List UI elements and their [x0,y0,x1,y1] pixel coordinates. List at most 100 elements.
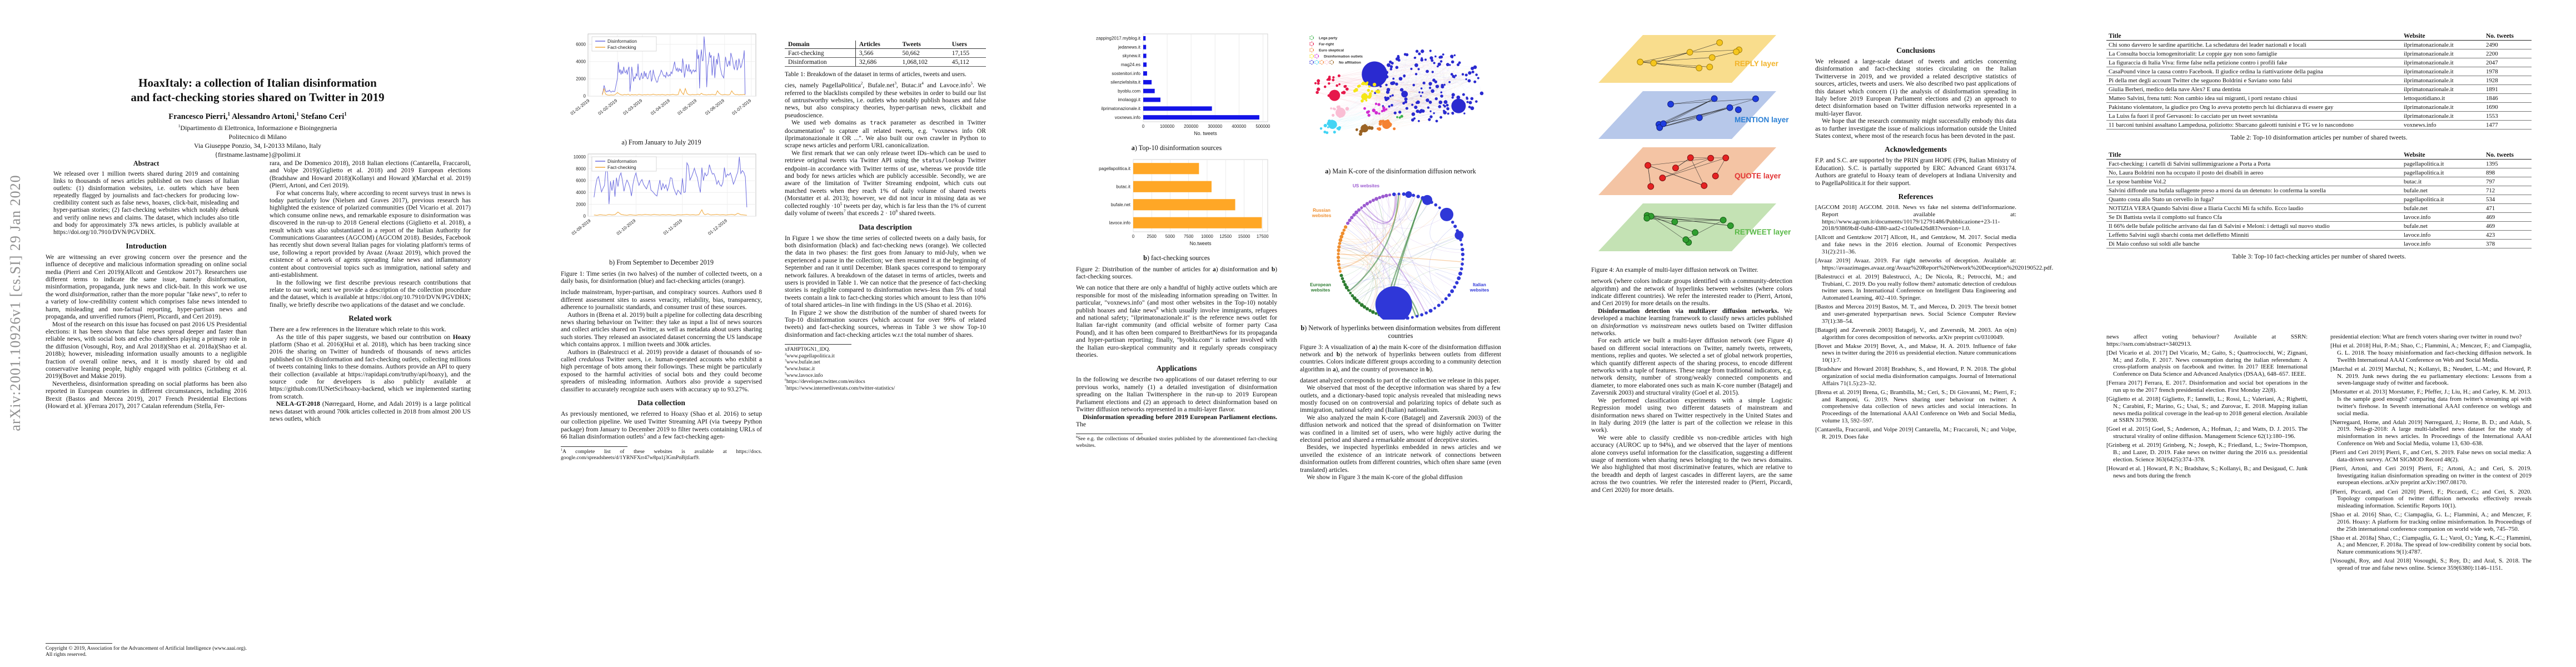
related-paragraph: Authors in (Brena et al. 2019) built a p… [561,311,762,349]
related-paragraph: As the title of this paper suggests, we … [270,333,471,400]
svg-text:Disinformation: Disinformation [607,38,637,44]
references-heading: References [1898,192,1934,201]
description-paragraph: In Figure 2 we show the distribution of … [785,308,986,339]
table-row: Se Di Battista svela il complotto sul fr… [2106,212,2532,222]
applications-paragraph: dataset analyzed corresponds to part of … [1300,376,1501,384]
column-header: Website [2401,151,2484,160]
svg-text:17500: 17500 [1257,234,1269,239]
table-row: Le spose bambine Vol.2 butac.it 797 [2106,177,2532,186]
svg-text:12500: 12500 [1219,234,1232,239]
copyright-footnote: Copyright © 2019, Association for the Ad… [46,643,247,658]
description-paragraph: In Figure 1 we show the time series of c… [785,234,986,309]
introduction-heading: Introduction [126,241,167,250]
table1-caption: Table 1: Breakdown of the dataset in ter… [785,71,966,78]
svg-text:100000: 100000 [1160,124,1175,129]
reference-entry: [Shao et al. 2016] Shao, C.; Ciampaglia,… [2330,511,2532,532]
svg-text:No. tweets: No. tweets [1194,131,1217,136]
table-row: La Consulta boccia lomogenitorialit: Le … [2106,49,2532,58]
paper-title: HoaxItaly: a collection of Italian disin… [56,76,460,104]
table-row: Pi della met degli account Twitter che s… [2106,76,2532,85]
svg-text:0: 0 [1132,234,1135,239]
svg-text:01-03-2019: 01-03-2019 [622,98,643,116]
collection-paragraph: cies, namely PagellaPolitica2, Bufale.ne… [785,81,986,119]
reference-entry: [Bastos and Mercea 2019] Bastos, M. T., … [1815,303,2016,325]
reference-entry: [Giglietto et al. 2018] Giglietto, F.; I… [2106,396,2308,424]
column-header: Articles [855,41,899,49]
reference-entry: news affect voting behaviour? Available … [2106,334,2308,347]
reference-entry: [Morstatter et al. 2013] Morstatter, F.;… [2330,389,2532,417]
figure3a-subcaption: a) Main K-core of the disinformation dif… [1325,167,1476,175]
svg-text:2000: 2000 [576,202,586,207]
svg-text:bufale.net: bufale.net [1111,202,1131,207]
svg-text:6000: 6000 [576,178,586,183]
table-row: Salvini diffonde una bufala sullagente p… [2106,186,2532,195]
reference-entry: [Bradshaw and Howard 2018] Bradshaw, S.,… [1815,366,2016,387]
figure2-caption: Figure 2: Distribution of the number of … [1076,266,1277,281]
footnote-line: 3www.bufale.net [785,359,820,366]
reference-entry: [AGCOM 2018] AGCOM. 2018. News vs fake n… [1815,204,2016,232]
svg-text:pagellapolitica.it: pagellapolitica.it [1099,166,1131,171]
conclusions-paragraph: We hope that the research community migh… [1815,117,2016,140]
column-header: Tweets [899,41,949,49]
related-work-heading: Related work [348,314,392,323]
acknowledgements-paragraph: F.P. and S.C. are supported by the PRIN … [1815,157,2016,187]
table-row: La Luiss fa fuori il prof Gervasoni: Io … [2106,111,2532,121]
page5-column1: news affect voting behaviour? Available … [2106,334,2308,481]
data-description-heading: Data description [859,222,912,231]
authors: Francesco Pierri,1 Alessandro Artoni,1 S… [168,111,347,121]
paper-title-line1: HoaxItaly: a collection of Italian disin… [138,76,377,89]
svg-text:mag24.es: mag24.es [1121,62,1140,67]
applications-paragraph: network (where colors indicate groups id… [1591,277,1792,307]
conclusions-paragraph: We released a large-scale dataset of twe… [1815,58,2016,117]
footnote-1: 1A complete list of these websites is av… [561,448,762,461]
footnote-line: 5www.lavoce.info [785,372,823,379]
intro-paragraph: In the following we first describe previ… [270,278,471,308]
footnotes-2-7: xFAHPT0GN1_lDQ. 2www.pagellapolitica.it 3w… [785,346,986,391]
applications-paragraph: For each article we built a multi-layer … [1591,337,1792,397]
sources-paragraph: We can notice that there are only a hand… [1076,284,1277,359]
reference-entry: [Bovet and Makse 2019] Bovet, A., and Ma… [1815,342,2016,364]
reference-entry: [Allcott and Gentzkow 2017] Allcott, H.,… [1815,234,2016,255]
svg-text:sostenitori.info: sostenitori.info [1112,71,1140,76]
svg-text:US websites: US websites [1353,183,1380,188]
table-2: Title Website No. tweets Chi sono davvero l… [2106,32,2532,130]
svg-text:byoblu.com: byoblu.com [1118,88,1140,93]
footnote-block: 8See e.g. the collections of debunked st… [1076,434,1277,449]
svg-text:Fact-checking: Fact-checking [607,165,636,170]
svg-text:butac.it: butac.it [1116,184,1131,189]
figure-1: 0 2000 4000 6000 01-01-2019 01-02-2019 01-03-2… [561,31,762,266]
footnote-line: 2www.pagellapolitica.it [785,352,835,359]
svg-text:Far-right: Far-right [1319,42,1334,46]
svg-text:01-06-2019: 01-06-2019 [704,98,725,116]
column-header: Title [2106,32,2401,41]
page4-column1: REPLY layer MENTION layer QUOTE layer RETWE… [1591,31,1792,494]
applications-paragraph: Disinformation spreading before 2019 Eur… [1076,413,1277,428]
figure3-caption: Figure 3: A visualization of a) the main… [1300,344,1501,373]
related-paragraph: NELA-GT-2018 (Nørregaard, Horne, and Ada… [270,400,471,422]
figure3b-hyperlink-network: US websites Russian websites European websit… [1310,183,1489,323]
copyright-text: Copyright © 2019, Association for the Ad… [46,645,247,658]
table-3: Title Website No. tweets Fact-checking: i c… [2106,151,2532,248]
affiliation-address: Via Giuseppe Ponzio, 34, I-20133 Milano,… [194,142,321,150]
applications-heading: Applications [1156,364,1197,373]
related-paragraph: There are a few references in the litera… [270,326,446,334]
applications-paragraph: In the following we describe two applica… [1076,376,1277,414]
figure-2: 0 100000 200000 300000 400000 500000 zapping20… [1076,31,1277,262]
reference-entry: presidential election: What are french v… [2330,334,2522,340]
table-row: Fact-checking: i cartelli di Salvini sul… [2106,159,2532,168]
svg-text:5000: 5000 [1165,234,1175,239]
svg-text:8000: 8000 [576,166,586,171]
table-row: Pakistano violentatore, la giudice pro O… [2106,102,2532,112]
figure2b-bar-chart: 0 2500 5000 7500 10000 12500 15000 17500 pagella… [1099,159,1269,246]
svg-text:6000: 6000 [576,42,586,47]
svg-text:2000: 2000 [576,76,586,81]
footnote-8: 8See e.g. the collections of debunked st… [1076,436,1277,449]
affiliation-univ: Politecnico di Milano [228,133,287,141]
table-row: Fact-checking 3,566 50,662 17,155 [785,48,986,58]
paper-title-line2: and fact-checking stories shared on Twit… [131,91,385,104]
applications-paragraph: We show in Figure 3 the main K-core of t… [1307,474,1463,481]
svg-text:lavoce.info: lavoce.info [1109,220,1131,225]
